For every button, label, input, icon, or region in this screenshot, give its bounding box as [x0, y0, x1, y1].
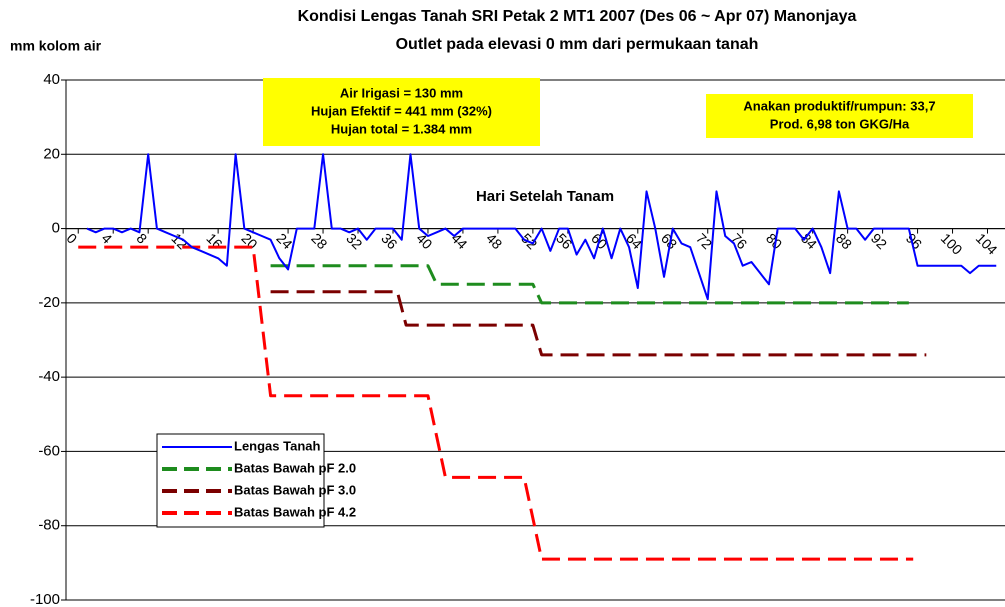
- x-tick-label: 104: [973, 230, 1001, 258]
- y-tick-label: -60: [38, 442, 60, 459]
- y-tick-label: 20: [43, 145, 60, 162]
- x-tick-label: 8: [133, 230, 150, 247]
- y-tick-label: 0: [52, 220, 60, 237]
- series-line: [270, 290, 927, 357]
- legend-label: Batas Bawah pF 4.2: [234, 504, 356, 519]
- annotation-text: Anakan produktif/rumpun: 33,7: [743, 98, 935, 113]
- annotation-text: Hujan Efektif = 441 mm (32%): [311, 103, 492, 118]
- y-axis-label: mm kolom air: [10, 38, 102, 54]
- legend-label: Batas Bawah pF 3.0: [234, 482, 356, 497]
- x-tick-label: 88: [833, 230, 855, 252]
- y-tick-label: -20: [38, 294, 60, 311]
- x-tick-label: 28: [308, 230, 330, 252]
- legend-label: Lengas Tanah: [234, 438, 321, 453]
- x-tick-label: 12: [168, 230, 190, 252]
- annotation-text: Prod. 6,98 ton GKG/Ha: [770, 116, 910, 131]
- x-axis-label: Hari Setelah Tanam: [476, 188, 614, 205]
- y-tick-label: -40: [38, 368, 60, 385]
- annotation-text: Air Irigasi = 130 mm: [340, 85, 463, 100]
- y-tick-label: -80: [38, 517, 60, 534]
- x-tick-label: 48: [483, 230, 505, 252]
- x-tick-label: 4: [98, 230, 115, 247]
- chart-subtitle: Outlet pada elevasi 0 mm dari permukaan …: [396, 36, 759, 53]
- annotation-text: Hujan total = 1.384 mm: [331, 121, 472, 136]
- annotation-box: [706, 94, 973, 138]
- x-tick-label: 100: [938, 230, 966, 258]
- x-tick-label: 16: [203, 230, 225, 252]
- series-line: [270, 264, 909, 305]
- legend-label: Batas Bawah pF 2.0: [234, 460, 356, 475]
- annotation-box: [263, 78, 540, 146]
- chart-title: Kondisi Lengas Tanah SRI Petak 2 MT1 200…: [298, 8, 857, 25]
- series-line: [86, 153, 997, 301]
- y-tick-label: 40: [43, 71, 60, 88]
- y-tick-label: -100: [30, 591, 60, 607]
- series-line: [78, 245, 914, 561]
